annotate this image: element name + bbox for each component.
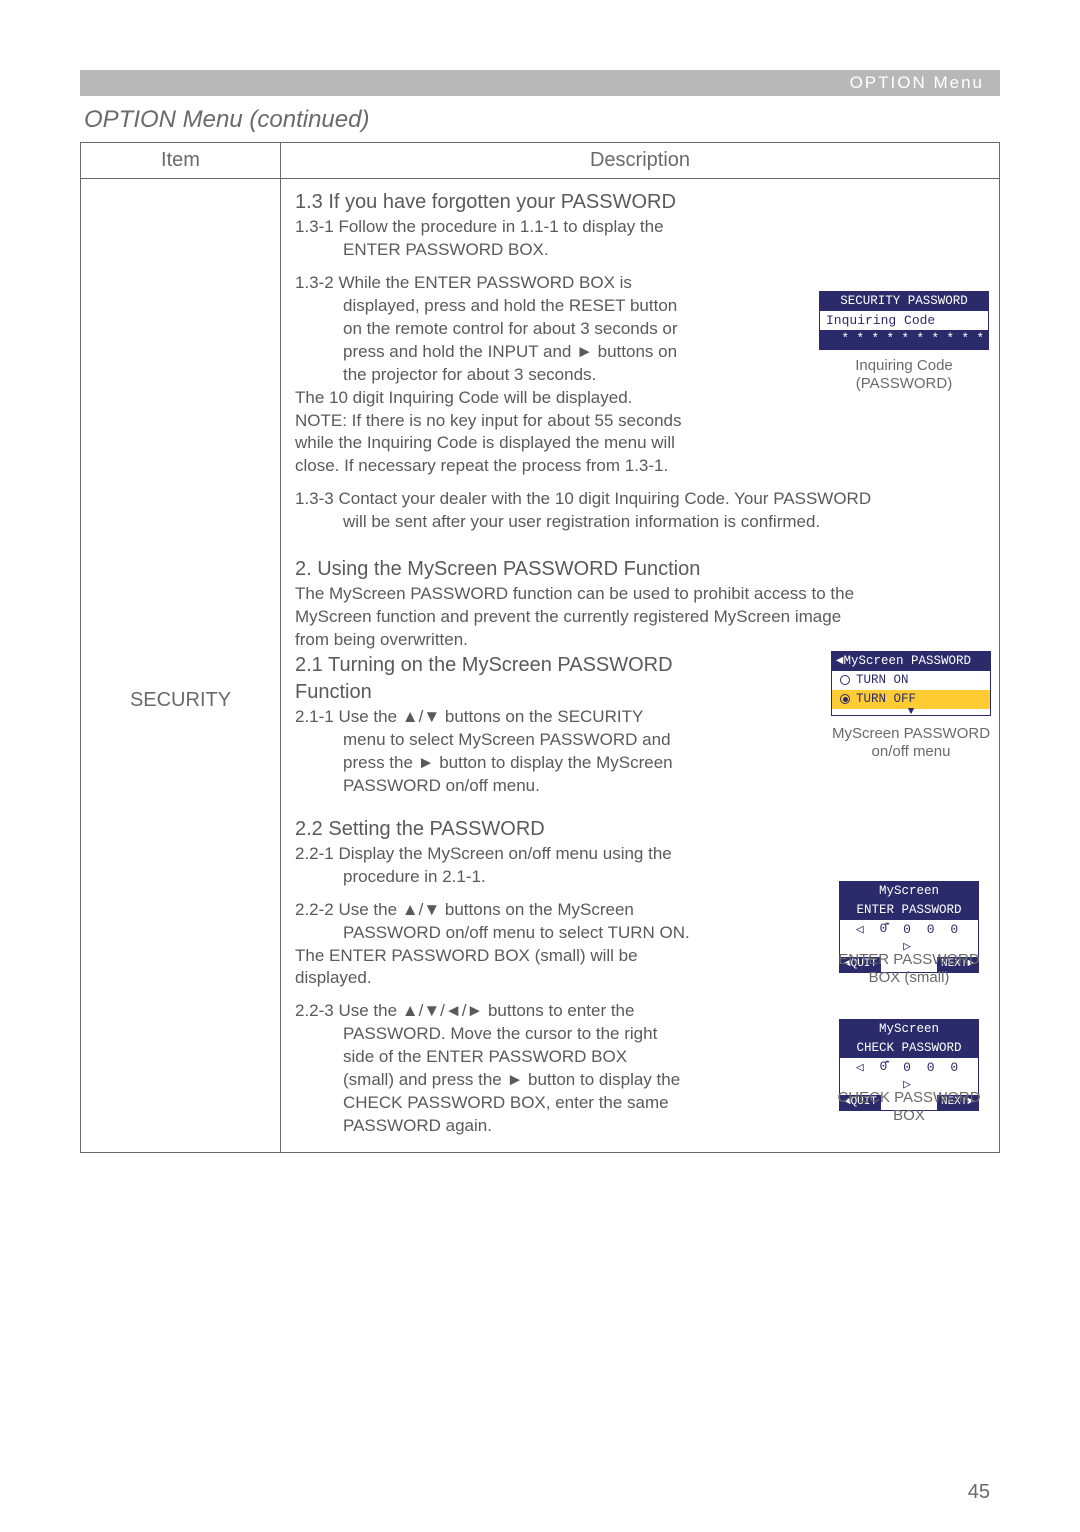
cap2b: on/off menu [872,743,951,760]
s132h: while the Inquiring Code is displayed th… [295,432,987,455]
s132i: close. If necessary repeat the process f… [295,455,987,478]
s13-title: 1.3 If you have forgotten your PASSWORD [295,189,987,216]
col-item: Item [81,143,281,179]
cap1b: (PASSWORD) [856,375,952,392]
s133a: 1.3-3 Contact your dealer with the 10 di… [295,488,987,511]
osd3-title: MyScreen [840,882,978,901]
s22-title: 2.2 Setting the PASSWORD [295,816,987,843]
cap3: ENTER PASSWORD BOX (small) [829,951,989,987]
osd4-title: MyScreen [840,1020,978,1039]
radio-empty-icon [840,675,850,685]
cap1: Inquiring Code (PASSWORD) [839,357,969,393]
cap4a: CHECK PASSWORD [837,1089,980,1106]
osd1-label: Inquiring Code [820,311,988,331]
s2-title: 2. Using the MyScreen PASSWORD Function [295,556,987,583]
osd4-sub: CHECK PASSWORD [840,1039,978,1058]
s221a: 2.2-1 Display the MyScreen on/off menu u… [295,843,987,866]
cap3b: BOX (small) [869,969,950,986]
cap4: CHECK PASSWORD BOX [829,1089,989,1125]
osd1-title: SECURITY PASSWORD [820,292,988,311]
cap3a: ENTER PASSWORD [838,951,979,968]
osd3-sub: ENTER PASSWORD [840,901,978,920]
page-number: 45 [968,1481,990,1504]
description-cell: 1.3 If you have forgotten your PASSWORD … [281,179,1000,1153]
s211d: PASSWORD on/off menu. [295,775,987,798]
s132g: NOTE: If there is no key input for about… [295,410,987,433]
cap2: MyScreen PASSWORD on/off menu [827,725,995,761]
security-table: Item Description SECURITY 1.3 If you hav… [80,142,1000,1153]
osd1-code: * * * * * * * * * * [820,330,988,349]
header-bar: OPTION Menu [80,70,1000,96]
s2a: The MyScreen PASSWORD function can be us… [295,583,987,606]
osd-myscreen-onoff: ◄MyScreen PASSWORD TURN ON TURN OFF ▼ [831,651,991,716]
osd2-title: ◄MyScreen PASSWORD [832,652,990,671]
section-title: OPTION Menu (continued) [84,106,1000,134]
cap4b: BOX [893,1107,925,1124]
cap1a: Inquiring Code [855,357,953,374]
osd2-on: TURN ON [832,671,990,690]
s2b: MyScreen function and prevent the curren… [295,606,987,629]
s131: 1.3-1 Follow the procedure in 1.1-1 to d… [295,216,987,239]
down-arrow-icon: ▼ [832,709,990,716]
s131b: ENTER PASSWORD BOX. [295,239,987,262]
s133b: will be sent after your user registratio… [295,511,987,534]
cap2a: MyScreen PASSWORD [832,725,990,742]
radio-filled-icon [840,694,850,704]
item-security: SECURITY [81,179,281,1153]
s2c: from being overwritten. [295,629,987,652]
col-desc: Description [281,143,1000,179]
osd-inquiring-code: SECURITY PASSWORD Inquiring Code * * * *… [819,291,989,350]
